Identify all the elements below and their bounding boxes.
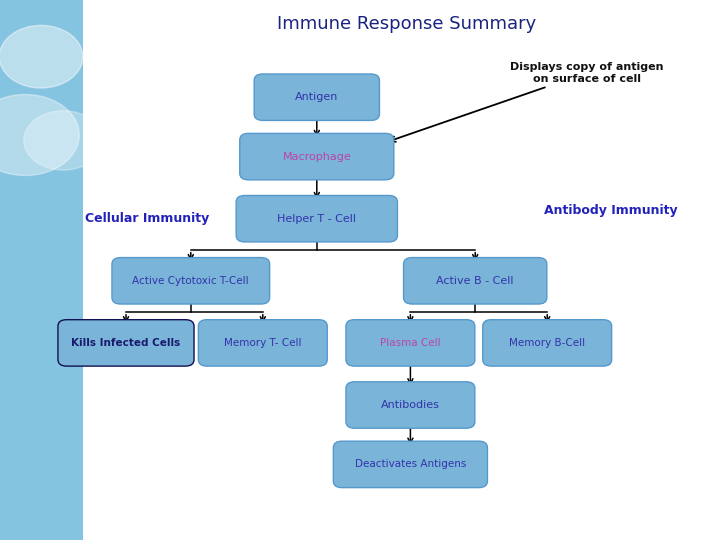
Text: Active B - Cell: Active B - Cell bbox=[436, 276, 514, 286]
Text: Antibodies: Antibodies bbox=[381, 400, 440, 410]
Circle shape bbox=[0, 94, 79, 176]
Text: Helper T - Cell: Helper T - Cell bbox=[277, 214, 356, 224]
Circle shape bbox=[24, 111, 103, 170]
Text: Deactivates Antigens: Deactivates Antigens bbox=[355, 460, 466, 469]
Text: Antibody Immunity: Antibody Immunity bbox=[544, 204, 678, 217]
FancyBboxPatch shape bbox=[482, 320, 612, 366]
Text: Active Cytotoxic T-Cell: Active Cytotoxic T-Cell bbox=[132, 276, 249, 286]
FancyBboxPatch shape bbox=[112, 258, 269, 304]
FancyBboxPatch shape bbox=[346, 320, 475, 366]
FancyBboxPatch shape bbox=[198, 320, 327, 366]
FancyBboxPatch shape bbox=[58, 320, 194, 366]
Text: Cellular Immunity: Cellular Immunity bbox=[85, 212, 210, 225]
Text: Displays copy of antigen
on surface of cell: Displays copy of antigen on surface of c… bbox=[390, 62, 664, 142]
FancyBboxPatch shape bbox=[346, 382, 475, 428]
FancyBboxPatch shape bbox=[403, 258, 547, 304]
Text: Antigen: Antigen bbox=[295, 92, 338, 102]
Text: Plasma Cell: Plasma Cell bbox=[380, 338, 441, 348]
Text: Immune Response Summary: Immune Response Summary bbox=[277, 15, 536, 33]
FancyBboxPatch shape bbox=[333, 441, 487, 488]
FancyBboxPatch shape bbox=[0, 0, 83, 540]
Text: Memory T- Cell: Memory T- Cell bbox=[224, 338, 302, 348]
Circle shape bbox=[0, 25, 83, 88]
Text: Memory B-Cell: Memory B-Cell bbox=[509, 338, 585, 348]
FancyBboxPatch shape bbox=[254, 74, 379, 120]
Text: Kills Infected Cells: Kills Infected Cells bbox=[71, 338, 181, 348]
FancyBboxPatch shape bbox=[240, 133, 394, 180]
Text: Macrophage: Macrophage bbox=[282, 152, 351, 161]
FancyBboxPatch shape bbox=[236, 195, 397, 242]
